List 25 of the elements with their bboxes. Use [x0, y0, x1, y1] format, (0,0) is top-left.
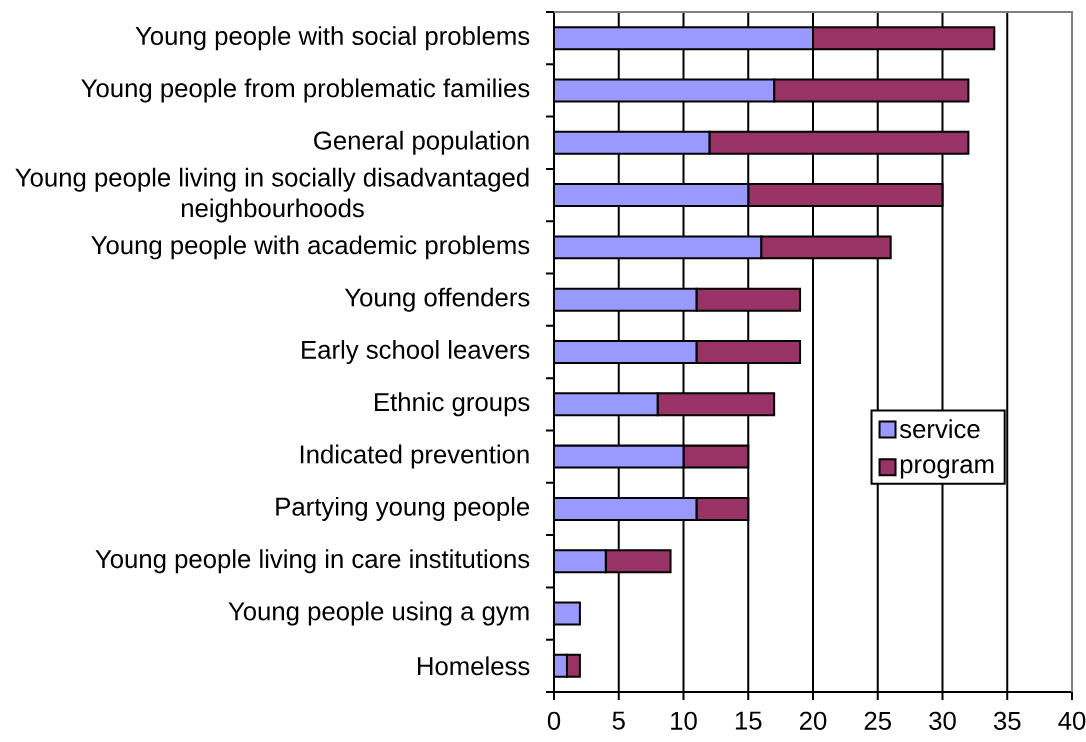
y-tick-label: Young people using a gym [228, 601, 529, 626]
y-tick-label: General population [314, 130, 529, 155]
y-tick-label: Young people living in socially disadvantaged neighbourhoods [15, 167, 529, 223]
x-tick-label: 5 [612, 711, 625, 730]
y-tick-label: Young people with social problems [135, 26, 530, 51]
x-tick-label: 40 [1058, 711, 1086, 730]
bar [552, 601, 581, 626]
x-tick-label: 20 [799, 711, 827, 730]
y-tick-label: Indicated prevention [300, 444, 529, 469]
legend-label: program [900, 459, 994, 479]
y-tick-label: Young offenders [344, 287, 530, 312]
x-tick-label: 10 [671, 711, 697, 730]
x-tick-label: 30 [929, 711, 956, 730]
x-tick-label: 25 [864, 711, 891, 730]
y-tick-label: Homeless [417, 656, 530, 676]
legend-label: service [899, 419, 980, 439]
y-tick-label: Young people from problematic families [81, 78, 530, 103]
x-tick-label: 15 [735, 711, 762, 730]
y-tick-label: Young people with academic problems [91, 235, 530, 260]
y-tick-label: Young people living in care institutions [95, 549, 530, 574]
y-tick-label: Early school leavers [302, 340, 530, 364]
x-tick-label: 0 [547, 711, 561, 730]
x-tick-label: 35 [993, 711, 1021, 730]
y-tick-label: Ethnic groups [375, 392, 530, 417]
y-tick-label: Partying young people [276, 496, 530, 521]
